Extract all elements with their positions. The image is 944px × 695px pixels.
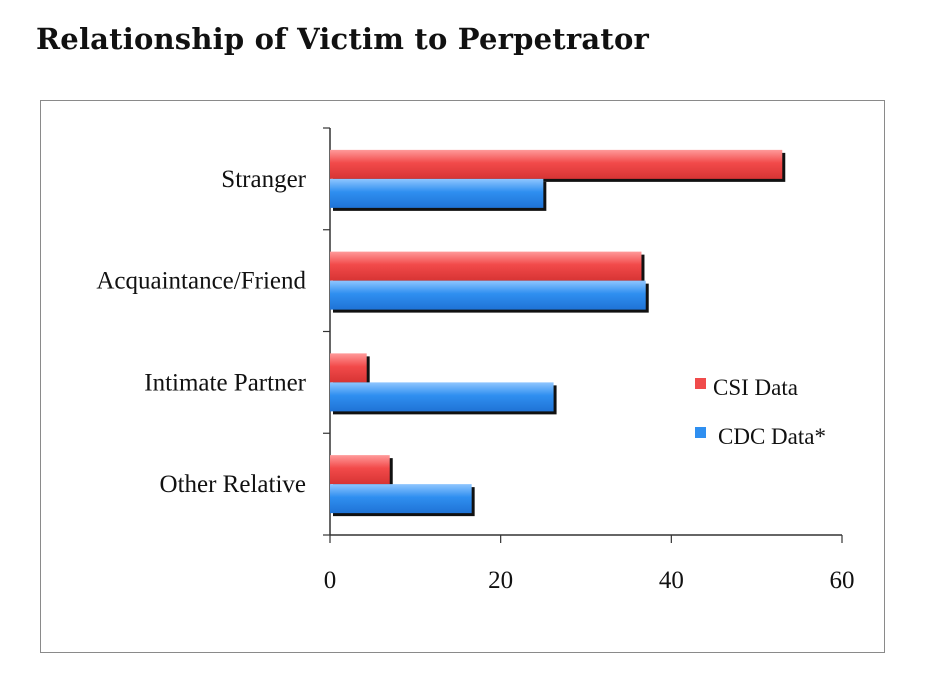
x-tick-label: 40 bbox=[659, 567, 684, 594]
x-tick-label: 20 bbox=[488, 567, 513, 594]
category-label: Acquaintance/Friend bbox=[96, 268, 306, 295]
x-tick-label: 0 bbox=[324, 567, 337, 594]
category-label: Other Relative bbox=[160, 471, 306, 498]
chart-title: Relationship of Victim to Perpetrator bbox=[36, 22, 649, 56]
bar-cdc bbox=[330, 484, 472, 514]
bar-cdc bbox=[330, 178, 544, 208]
bar-csi bbox=[330, 149, 783, 179]
bar-csi bbox=[330, 251, 642, 281]
legend-label-cdc: CDC Data* bbox=[718, 424, 826, 449]
bar-csi bbox=[330, 353, 367, 383]
category-label: Stranger bbox=[221, 166, 306, 193]
bar-cdc bbox=[330, 280, 646, 310]
legend-label-csi: CSI Data bbox=[713, 375, 798, 400]
bar-cdc bbox=[330, 382, 554, 412]
category-label: Intimate Partner bbox=[144, 369, 306, 396]
x-tick-label: 60 bbox=[830, 567, 855, 594]
legend-swatch-cdc bbox=[695, 427, 706, 438]
legend-swatch-csi bbox=[695, 378, 706, 389]
bar-csi bbox=[330, 455, 390, 485]
chart-frame bbox=[40, 100, 885, 653]
